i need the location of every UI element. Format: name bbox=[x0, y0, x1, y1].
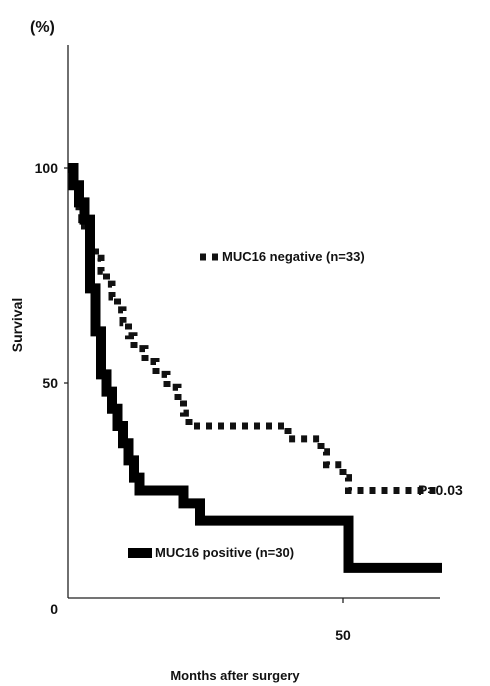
legend-label-muc16-positive: MUC16 positive (n=30) bbox=[155, 545, 294, 560]
y-tick-label: 0 bbox=[50, 601, 58, 617]
legend-swatches bbox=[128, 253, 218, 558]
p-value-annotation: P=0.03 bbox=[418, 482, 463, 498]
series-line-muc16-positive bbox=[68, 163, 442, 573]
y-axis-title: Survival bbox=[9, 298, 25, 352]
axes bbox=[64, 45, 440, 603]
y-tick-label: 50 bbox=[42, 375, 58, 391]
legend-label-muc16-negative: MUC16 negative (n=33) bbox=[222, 249, 365, 264]
y-axis-unit-label: (%) bbox=[30, 19, 55, 36]
x-tick-label: 50 bbox=[335, 627, 351, 643]
x-axis-title: Months after surgery bbox=[170, 668, 300, 683]
text-layer: (%) Survival Months after surgery MUC16 … bbox=[9, 19, 463, 683]
series-layer bbox=[68, 163, 442, 573]
y-tick-label: 100 bbox=[35, 160, 59, 176]
